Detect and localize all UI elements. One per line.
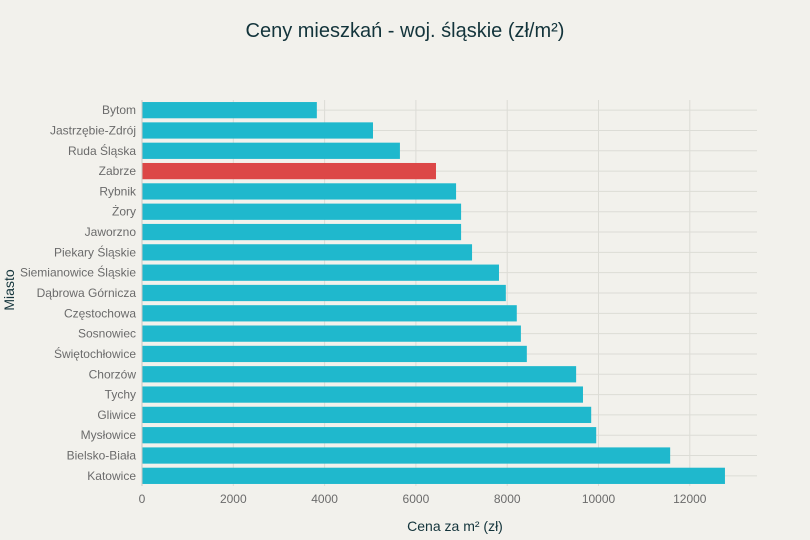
bar-gliwice xyxy=(142,406,592,424)
x-tick-label: 4000 xyxy=(311,492,338,506)
y-tick-label: Dąbrowa Górnicza xyxy=(37,286,137,300)
y-tick-label: Piekary Śląskie xyxy=(54,244,136,259)
bar-rybnik xyxy=(142,183,457,200)
x-tick-label: 12000 xyxy=(673,492,707,506)
x-tick-label: 6000 xyxy=(403,492,430,506)
bar-jastrzębie-zdrój xyxy=(142,122,373,139)
y-tick-label: Ruda Śląska xyxy=(68,143,136,158)
y-tick-label: Gliwice xyxy=(97,408,136,422)
y-tick-label: Częstochowa xyxy=(64,306,136,320)
bar-świętochłowice xyxy=(142,345,527,363)
bar-zabrze xyxy=(142,162,436,180)
x-axis-title: Cena za m² (zł) xyxy=(407,518,503,534)
x-tick-label: 2000 xyxy=(220,492,247,506)
x-tick-label: 10000 xyxy=(582,492,616,506)
bar-bytom xyxy=(142,102,317,119)
bar-ruda-śląska xyxy=(142,142,400,159)
y-tick-label: Chorzów xyxy=(89,367,137,381)
x-tick-label: 8000 xyxy=(494,492,521,506)
y-tick-label: Świętochłowice xyxy=(54,346,136,361)
y-tick-label: Sosnowiec xyxy=(78,327,136,341)
bar-sosnowiec xyxy=(142,325,521,342)
y-axis-title: Miasto xyxy=(1,269,17,310)
bar-mysłowice xyxy=(142,427,597,444)
bar-jaworzno xyxy=(142,223,462,241)
bar-tychy xyxy=(142,386,583,403)
x-tick-label: 0 xyxy=(139,492,146,506)
y-tick-label: Tychy xyxy=(105,388,136,402)
y-tick-label: Bielsko-Biała xyxy=(67,449,137,463)
y-tick-label: Katowice xyxy=(87,469,136,483)
bar-siemianowice-śląskie xyxy=(142,264,499,281)
y-tick-label: Jaworzno xyxy=(85,225,137,239)
chart-title: Ceny mieszkań - woj. śląskie (zł/m²) xyxy=(245,20,565,42)
y-tick-label: Siemianowice Śląskie xyxy=(20,265,136,280)
y-tick-label: Zabrze xyxy=(99,164,137,178)
y-tick-label: Bytom xyxy=(102,103,136,117)
bar-żory xyxy=(142,203,462,220)
y-tick-label: Mysłowice xyxy=(81,428,137,442)
y-tick-label: Rybnik xyxy=(99,184,137,198)
bar-katowice xyxy=(142,467,725,484)
y-tick-label: Jastrzębie-Zdrój xyxy=(50,123,136,137)
bar-chorzów xyxy=(142,366,577,383)
bar-częstochowa xyxy=(142,305,517,322)
bar-piekary-śląskie xyxy=(142,244,473,261)
bar-dąbrowa-górnicza xyxy=(142,284,506,302)
y-tick-label: Żory xyxy=(112,205,136,219)
bar-bielsko-biała xyxy=(142,447,671,464)
